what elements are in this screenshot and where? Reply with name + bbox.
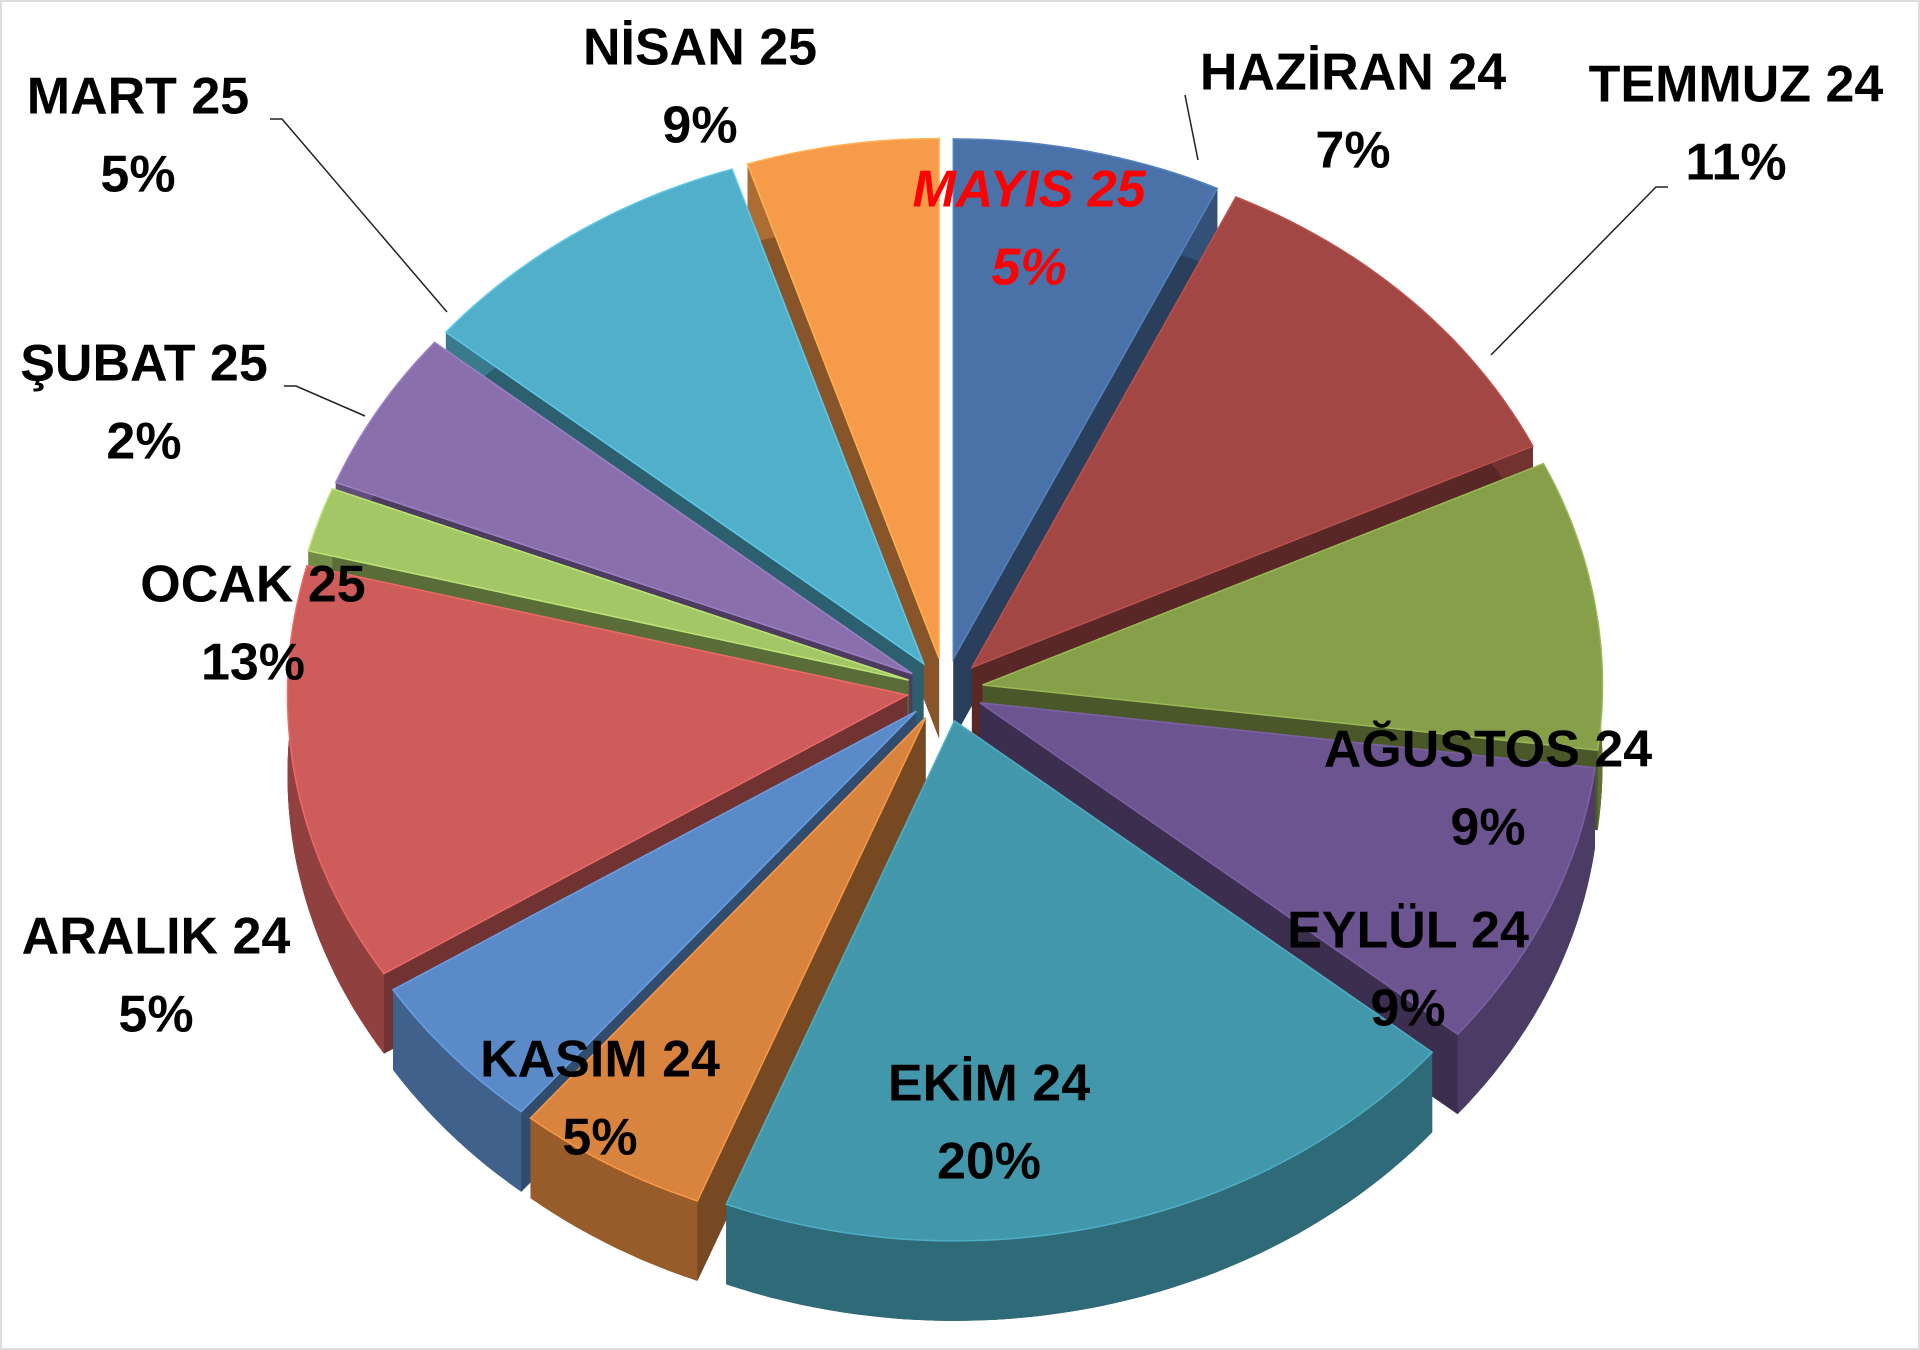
slice-value-label: 13% [201,634,305,692]
slice-value-label: 5% [991,239,1066,297]
labels: HAZİRAN 24 7% TEMMUZ 24 11% AĞUSTOS 24 9% EYLÜ… [20,19,1883,1191]
slice-wall [726,1052,1433,1321]
slice-value-label: 9% [1370,980,1445,1038]
slice-value-label: 5% [118,986,193,1044]
slice-value-label: 5% [100,146,175,204]
slice [529,716,927,1202]
slice-value-label: 11% [1685,134,1786,192]
slice [286,564,910,975]
leader-line [1490,186,1668,356]
slice-label: HAZİRAN 24 [1200,44,1506,102]
slice-label: TEMMUZ 24 [1589,56,1884,114]
slice [444,168,926,666]
slice-wall [1457,767,1595,1115]
slice-label: NİSAN 25 [583,19,817,77]
slice [970,196,1534,669]
pie [286,137,1604,1321]
slice-label: AĞUSTOS 24 [1324,721,1653,779]
slice-value-label: 9% [662,97,737,155]
slice [391,710,918,1113]
slice-value-label: 7% [1315,122,1390,180]
slice-label: MART 25 [27,68,249,126]
slice [334,341,913,675]
leader-line [1184,94,1199,161]
slice-label: ARALIK 24 [22,908,291,966]
slice [746,137,940,659]
slice [952,138,1219,662]
slice-label: EKİM 24 [888,1055,1090,1113]
slice-label: KASIM 24 [480,1031,720,1089]
slice-label: ŞUBAT 25 [20,335,268,393]
slice [725,719,1434,1242]
slice-value-label: 20% [937,1133,1041,1191]
slice [982,462,1604,752]
slice-value-label: 9% [1450,799,1525,857]
slice-label: MAYIS 25 [912,161,1146,219]
slice-wall [530,1118,698,1281]
slice [307,487,910,681]
slice-label: OCAK 25 [140,556,365,614]
slice-value-label: 2% [106,413,181,471]
leader-line [270,118,448,313]
leader-line [284,385,366,417]
slice-label: EYLÜL 24 [1287,902,1529,960]
slice-wall [393,989,522,1192]
slice-group [529,716,927,1281]
slice [979,701,1596,1036]
slice-side [697,717,926,1281]
slice-value-label: 5% [562,1109,637,1167]
slice-group [725,719,1434,1321]
